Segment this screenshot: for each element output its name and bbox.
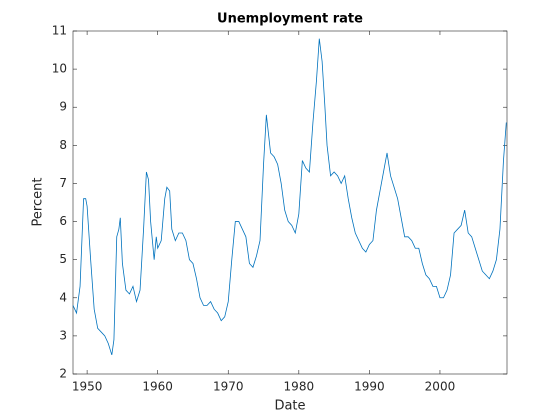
x-axis-label: Date <box>274 399 305 414</box>
x-tick-label: 1990 <box>354 380 385 394</box>
y-axis-label: Percent <box>31 178 46 227</box>
y-tick-label: 7 <box>59 176 67 190</box>
y-tick-label: 11 <box>52 24 67 38</box>
axes-box <box>72 30 508 375</box>
y-tick-label: 8 <box>59 138 67 152</box>
x-tick-label: 1950 <box>72 380 103 394</box>
x-tick-label: 1980 <box>284 380 315 394</box>
y-tick-label: 5 <box>59 252 67 266</box>
y-tick-label: 2 <box>59 367 67 381</box>
y-tick-label: 10 <box>52 62 67 76</box>
y-tick-label: 6 <box>59 214 67 228</box>
data-line <box>72 38 507 356</box>
x-tick-label: 1970 <box>213 380 244 394</box>
x-tick-label: 1960 <box>142 380 173 394</box>
x-tick-label: 2000 <box>425 380 456 394</box>
y-tick-label: 3 <box>59 328 67 342</box>
y-tick-label: 9 <box>59 100 67 114</box>
chart-title: Unemployment rate <box>217 12 363 27</box>
y-tick-label: 4 <box>59 290 67 304</box>
